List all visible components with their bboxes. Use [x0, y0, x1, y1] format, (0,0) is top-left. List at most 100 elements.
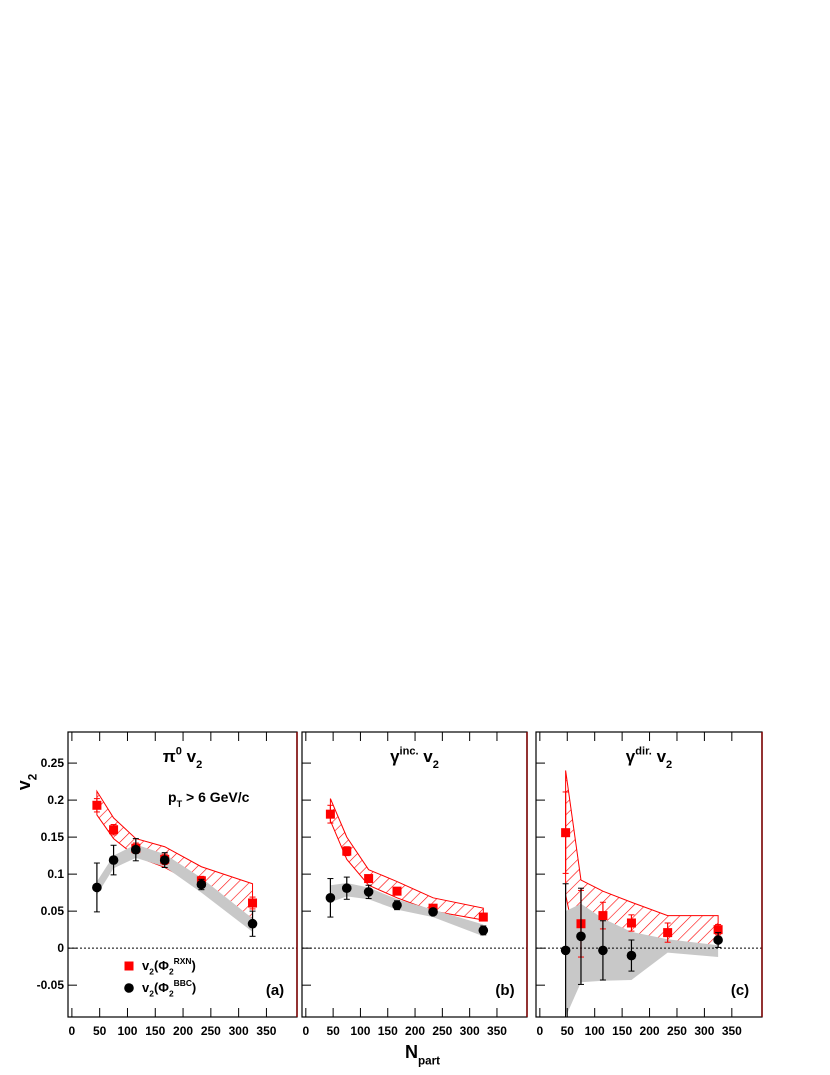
legend-marker — [124, 961, 134, 971]
marker-circle — [196, 879, 207, 890]
x-axis-label-part: N — [405, 1042, 418, 1062]
panel-title: γinc. v2 — [390, 745, 439, 771]
marker-circle — [92, 882, 102, 893]
y-tick-label: 0.25 — [41, 756, 65, 770]
x-tick-label: 300 — [229, 1024, 249, 1038]
panel-title-part: 0 — [176, 745, 182, 757]
legend-entry: v2(Φ2RXN) — [142, 956, 196, 976]
panel-title-part: v — [182, 747, 197, 766]
annotation-part: T — [177, 799, 183, 809]
legend-entry-part: 2 — [149, 967, 154, 977]
x-axis-label: Npart — [405, 1042, 440, 1067]
panel: 0 50 100 150 200 250 300 350 (c) — [535, 731, 763, 1038]
x-tick-label: 250 — [432, 1024, 452, 1038]
legend-entry-part: v — [142, 958, 150, 973]
marker-square — [342, 846, 352, 856]
panel-title-part: v — [652, 747, 667, 766]
x-tick-label: 100 — [117, 1024, 137, 1038]
marker-circle — [108, 855, 119, 865]
panel: 0 50 100 150 200 250 300 350 -0.05 0 0.05 0.1 0.15 0.… — [37, 731, 298, 1038]
y-tick-label: 0 — [57, 941, 64, 955]
marker-square — [325, 809, 335, 819]
marker-square — [109, 825, 119, 835]
y-axis-label-part: 2 — [26, 773, 39, 780]
legend-entry-part: RXN — [174, 956, 192, 966]
marker-circle — [131, 844, 141, 855]
frame — [301, 731, 528, 1018]
legend-entry-part: v — [142, 980, 150, 995]
marker-square — [248, 898, 258, 908]
x-tick-label: 200 — [173, 1024, 193, 1038]
x-tick-label: 250 — [201, 1024, 221, 1038]
y-axis-label: v2 — [14, 773, 39, 790]
x-tick-label: 200 — [405, 1024, 425, 1038]
x-tick-label: 0 — [302, 1024, 309, 1038]
panel-title: π0 v2 — [163, 745, 203, 771]
panel-title-part: 2 — [666, 759, 672, 771]
panel: 0 50 100 150 200 250 300 350 (b) — [301, 731, 528, 1038]
panel-title-part: dir. — [635, 745, 652, 757]
marker-circle — [392, 900, 402, 911]
x-tick-label: 350 — [722, 1024, 742, 1038]
plot-area — [68, 789, 297, 949]
plot-area — [302, 798, 527, 949]
panel-title-part: γ — [626, 747, 636, 766]
plot-area — [536, 770, 762, 1017]
x-tick-label: 0 — [536, 1024, 543, 1038]
panel-title: γdir. v2 — [626, 745, 672, 771]
panel-label: (c) — [731, 982, 749, 999]
x-tick-label: 50 — [93, 1024, 107, 1038]
legend-marker — [124, 983, 134, 993]
marker-circle — [626, 950, 637, 961]
marker-square — [713, 925, 723, 935]
systematic-band-hatched — [329, 798, 484, 921]
x-tick-label: 300 — [460, 1024, 480, 1038]
legend-entry-part: 2 — [169, 967, 174, 977]
y-tick-label: 0.2 — [47, 793, 64, 807]
x-tick-label: 300 — [694, 1024, 714, 1038]
x-tick-label: 250 — [667, 1024, 687, 1038]
marker-square — [663, 928, 673, 938]
annotation-part: > 6 GeV/c — [182, 789, 250, 805]
x-tick-label: 350 — [256, 1024, 276, 1038]
x-tick-label: 150 — [612, 1024, 632, 1038]
y-tick-label: -0.05 — [37, 978, 65, 992]
panel-title-part: inc. — [400, 745, 419, 757]
y-axis-label-part: v — [14, 780, 34, 790]
systematic-band — [96, 844, 253, 932]
marker-circle — [713, 935, 723, 945]
x-tick-label: 0 — [69, 1024, 76, 1038]
marker-circle — [247, 918, 258, 929]
x-tick-label: 50 — [326, 1024, 340, 1038]
legend-entry: v2(Φ2BBC) — [142, 978, 196, 998]
y-tick-label: 0.05 — [41, 904, 65, 918]
legend-entry-part: ) — [191, 958, 195, 973]
systematic-band — [565, 903, 719, 1017]
legend-entry-part: (Φ — [154, 980, 169, 995]
x-tick-label: 50 — [561, 1024, 575, 1038]
marker-square — [478, 912, 488, 922]
x-tick-label: 150 — [378, 1024, 398, 1038]
x-tick-label: 200 — [640, 1024, 660, 1038]
panel-title-part: 2 — [433, 759, 439, 771]
marker-square — [364, 874, 374, 884]
panel-title-part: γ — [390, 747, 400, 766]
legend-entry-part: BBC — [174, 978, 192, 988]
annotation-part: p — [168, 789, 177, 805]
panel-title-part: π — [163, 747, 176, 766]
marker-circle — [363, 887, 374, 897]
marker-square — [626, 918, 636, 928]
y-tick-label: 0.1 — [47, 867, 64, 881]
panel-label: (a) — [266, 982, 284, 999]
annotation: pT > 6 GeV/c — [168, 789, 250, 809]
x-tick-label: 350 — [487, 1024, 507, 1038]
marker-circle — [598, 945, 608, 956]
marker-square — [392, 886, 402, 896]
panel-label: (b) — [495, 982, 514, 999]
marker-circle — [341, 883, 352, 893]
x-tick-label: 100 — [585, 1024, 605, 1038]
legend-entry-part: 2 — [169, 989, 174, 999]
x-tick-label: 100 — [350, 1024, 370, 1038]
